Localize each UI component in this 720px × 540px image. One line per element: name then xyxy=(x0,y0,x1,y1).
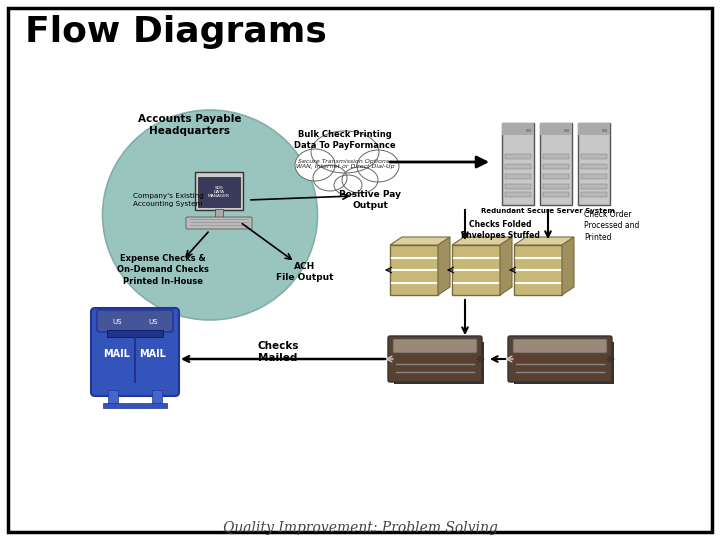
Bar xyxy=(581,154,607,159)
Polygon shape xyxy=(452,237,512,245)
Bar xyxy=(540,123,572,135)
Ellipse shape xyxy=(295,149,335,181)
Bar xyxy=(505,184,531,189)
FancyBboxPatch shape xyxy=(393,339,477,353)
Polygon shape xyxy=(514,237,574,245)
Text: MAIL: MAIL xyxy=(140,349,166,359)
Bar xyxy=(505,154,531,159)
Bar xyxy=(195,172,243,210)
Text: Positive Pay
Output: Positive Pay Output xyxy=(339,190,401,210)
Text: US: US xyxy=(112,319,122,325)
Bar xyxy=(108,390,118,404)
Bar xyxy=(505,164,531,169)
Text: Checks
Mailed: Checks Mailed xyxy=(257,341,299,363)
Polygon shape xyxy=(438,237,450,295)
Bar xyxy=(540,123,572,205)
Text: Checks Folded
Envelopes Stuffed: Checks Folded Envelopes Stuffed xyxy=(461,220,539,240)
FancyBboxPatch shape xyxy=(97,310,173,332)
Text: Flow Diagrams: Flow Diagrams xyxy=(25,15,327,49)
Polygon shape xyxy=(562,237,574,295)
FancyBboxPatch shape xyxy=(186,217,252,229)
Bar xyxy=(581,184,607,189)
FancyBboxPatch shape xyxy=(508,336,612,382)
FancyBboxPatch shape xyxy=(513,339,607,353)
Text: Check Order
Processed and
Printed: Check Order Processed and Printed xyxy=(584,211,639,241)
Bar xyxy=(502,123,534,135)
Bar xyxy=(581,192,607,197)
Bar xyxy=(502,123,534,205)
Text: Bulk Check Printing
Data To PayFormance: Bulk Check Printing Data To PayFormance xyxy=(294,130,396,150)
Ellipse shape xyxy=(102,110,318,320)
Bar xyxy=(578,123,610,205)
Bar xyxy=(581,174,607,179)
Bar xyxy=(543,192,569,197)
Bar xyxy=(581,164,607,169)
Bar xyxy=(505,192,531,197)
Bar xyxy=(578,123,610,135)
Bar xyxy=(526,129,531,132)
Bar xyxy=(564,129,569,132)
Polygon shape xyxy=(390,237,450,245)
Bar xyxy=(602,129,607,132)
Bar xyxy=(543,154,569,159)
Text: ACH
File Output: ACH File Output xyxy=(276,262,334,282)
Text: SDS
DATA
MANAGER: SDS DATA MANAGER xyxy=(208,186,230,198)
Text: Accounts Payable
Headquarters: Accounts Payable Headquarters xyxy=(138,114,242,136)
Bar xyxy=(215,209,223,218)
Ellipse shape xyxy=(342,167,378,193)
Ellipse shape xyxy=(311,131,379,173)
FancyBboxPatch shape xyxy=(514,245,562,295)
Bar xyxy=(543,164,569,169)
FancyBboxPatch shape xyxy=(394,342,484,384)
FancyBboxPatch shape xyxy=(390,245,438,295)
Text: MAIL: MAIL xyxy=(104,349,130,359)
Text: Quality Improvement: Problem Solving: Quality Improvement: Problem Solving xyxy=(222,521,498,535)
Bar xyxy=(107,330,163,337)
Text: Secure Transmission Options:
WAN, Internet or Direct Dial-Up: Secure Transmission Options: WAN, Intern… xyxy=(296,159,395,170)
FancyBboxPatch shape xyxy=(91,308,179,396)
Bar xyxy=(198,177,240,207)
FancyBboxPatch shape xyxy=(452,245,500,295)
Bar xyxy=(505,174,531,179)
Polygon shape xyxy=(500,237,512,295)
Bar xyxy=(543,174,569,179)
Text: Expense Checks &
On-Demand Checks
Printed In-House: Expense Checks & On-Demand Checks Printe… xyxy=(117,254,209,286)
FancyBboxPatch shape xyxy=(514,342,614,384)
FancyBboxPatch shape xyxy=(388,336,482,382)
Text: US: US xyxy=(148,319,158,325)
Ellipse shape xyxy=(313,165,347,191)
Text: Redundant Secure Server System: Redundant Secure Server System xyxy=(481,208,615,214)
Bar xyxy=(543,184,569,189)
Bar xyxy=(152,390,162,404)
Text: Company's Existing
Accounting System: Company's Existing Accounting System xyxy=(132,193,204,207)
Ellipse shape xyxy=(334,175,362,195)
Bar xyxy=(103,403,167,408)
Ellipse shape xyxy=(357,150,399,182)
